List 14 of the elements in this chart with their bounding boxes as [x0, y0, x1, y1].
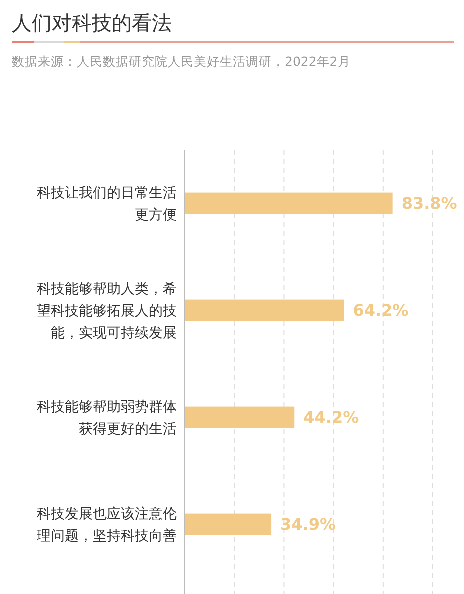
data-label: 44.2%	[304, 408, 360, 428]
data-label: 34.9%	[280, 515, 336, 534]
bar	[185, 300, 344, 322]
y-tick-label: 科技能够帮助人类，希望科技能够拓展人的技能，实现可持续发展	[37, 281, 177, 342]
y-tick-label: 科技发展也应该注意伦理问题，坚持科技向善	[37, 506, 177, 544]
bar	[185, 406, 295, 428]
chart-subtitle: 数据来源：人民数据研究院人民美好生活调研，2022年2月	[12, 54, 351, 69]
data-label: 64.2%	[353, 301, 409, 320]
y-tick-label: 科技让我们的日常生活更方便	[37, 185, 177, 224]
bar	[185, 514, 272, 536]
bar	[185, 192, 393, 214]
y-tick-label: 科技能够帮助弱势群体获得更好的生活	[37, 399, 177, 438]
data-label: 83.8%	[402, 194, 458, 214]
chart-title: 人们对科技的看法	[12, 11, 172, 35]
